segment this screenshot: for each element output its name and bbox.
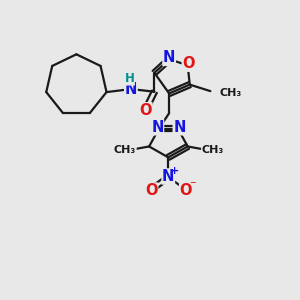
- Text: N: N: [162, 169, 174, 184]
- Text: H: H: [124, 72, 134, 85]
- Text: O: O: [145, 183, 158, 198]
- Text: N: N: [163, 50, 175, 65]
- Text: CH₃: CH₃: [202, 145, 224, 155]
- Text: N: N: [173, 120, 186, 135]
- Text: +: +: [170, 166, 179, 176]
- Text: N: N: [151, 120, 164, 135]
- Text: O: O: [139, 103, 152, 118]
- Text: O: O: [182, 56, 195, 71]
- Text: N: N: [125, 82, 137, 97]
- Text: O: O: [180, 183, 192, 198]
- Text: CH₃: CH₃: [114, 145, 136, 155]
- Text: CH₃: CH₃: [219, 88, 242, 98]
- Text: ⁻: ⁻: [189, 179, 196, 192]
